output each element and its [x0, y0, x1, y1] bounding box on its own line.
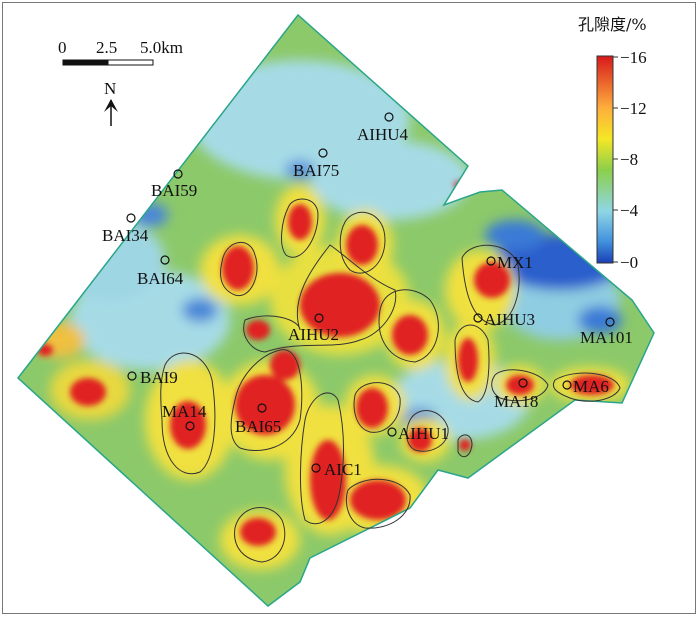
well-label-aic1: AIC1 [324, 460, 362, 479]
north-label: N [104, 79, 116, 98]
well-marker-aihu2 [314, 313, 324, 323]
area-boundary [16, 13, 655, 607]
scale-label-2-5: 2.5 [96, 38, 117, 57]
well-marker-aihu1 [387, 427, 397, 437]
legend-tick-0: −0 [620, 253, 638, 272]
well-marker-mx1 [486, 256, 496, 266]
legend-title: 孔隙度/% [578, 15, 647, 34]
well-label-bai64: BAI64 [137, 269, 184, 288]
scale-label-5km: 5.0km [140, 38, 183, 57]
well-marker-bai64 [160, 255, 170, 265]
well-label-aihu1: AIHU1 [398, 424, 449, 443]
well-marker-ma101 [605, 317, 615, 327]
well-marker-ma6 [562, 380, 572, 390]
well-label-ma101: MA101 [580, 328, 633, 347]
well-marker-bai59 [173, 169, 183, 179]
color-bar [596, 55, 614, 264]
well-marker-bai65 [257, 403, 267, 413]
well-marker-ma18 [518, 378, 528, 388]
well-label-aihu4: AIHU4 [357, 125, 408, 144]
well-label-aihu2: AIHU2 [288, 325, 339, 344]
well-marker-bai34 [126, 213, 136, 223]
well-labels: AIHU4 BAI75 BAI59 BAI34 BAI64 MX1 AIHU3 … [102, 125, 633, 479]
well-label-bai59: BAI59 [151, 181, 197, 200]
sand-body-outlines [160, 198, 621, 563]
well-label-bai34: BAI34 [102, 226, 149, 245]
legend-tick-16: −16 [620, 48, 647, 67]
color-legend: 孔隙度/% −16 −12 −8 −4 −0 [578, 15, 647, 272]
well-marker-aihu3 [473, 313, 483, 323]
well-label-ma18: MA18 [494, 392, 538, 411]
scale-bar: 0 2.5 5.0km [58, 38, 183, 66]
well-marker-aihu4 [384, 112, 394, 122]
legend-tick-4: −4 [620, 201, 639, 220]
well-marker-ma14 [185, 421, 195, 431]
well-label-aihu3: AIHU3 [484, 310, 535, 329]
well-label-bai9: BAI9 [140, 368, 178, 387]
well-marker-bai9 [127, 371, 137, 381]
well-label-ma14: MA14 [162, 402, 207, 421]
well-label-ma6: MA6 [573, 377, 609, 396]
scale-label-0: 0 [58, 38, 67, 57]
well-label-bai75: BAI75 [293, 161, 339, 180]
north-arrow: N [104, 79, 118, 126]
well-label-bai65: BAI65 [235, 417, 281, 436]
legend-tick-8: −8 [620, 150, 638, 169]
well-marker-bai75 [318, 148, 328, 158]
well-markers [126, 112, 615, 473]
legend-tick-12: −12 [620, 99, 647, 118]
well-marker-aic1 [311, 463, 321, 473]
well-label-mx1: MX1 [497, 253, 533, 272]
